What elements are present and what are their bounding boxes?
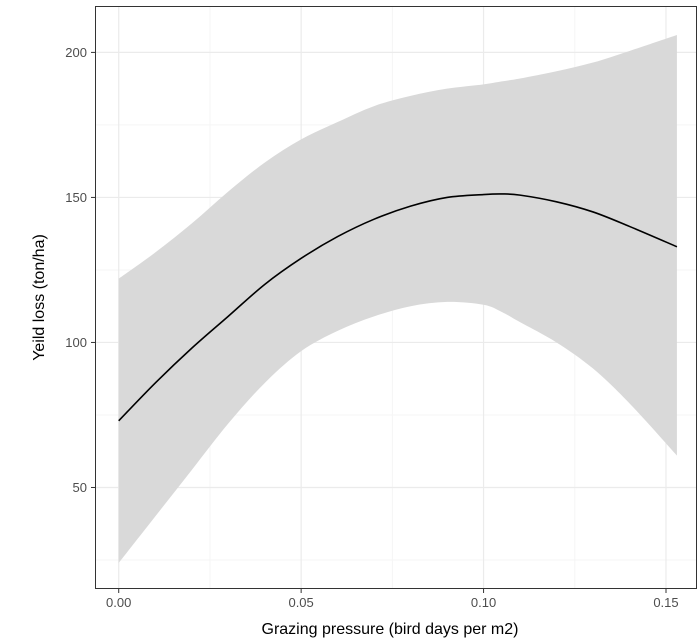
x-axis-title: Grazing pressure (bird days per m2) bbox=[262, 621, 519, 638]
y-tick-label: 150 bbox=[65, 190, 87, 205]
confidence-band bbox=[118, 35, 677, 563]
x-tick-label: 0.10 bbox=[471, 595, 496, 610]
y-tick-label: 100 bbox=[65, 335, 87, 350]
y-axis-title: Yeild loss (ton/ha) bbox=[31, 234, 48, 361]
y-axis-ticks: 50 100 150 200 bbox=[65, 45, 95, 495]
fit-line-layer bbox=[118, 193, 678, 422]
y-tick-label: 50 bbox=[73, 480, 87, 495]
x-axis-ticks: 0.00 0.05 0.10 0.15 bbox=[106, 589, 679, 610]
y-tick-label: 200 bbox=[65, 45, 87, 60]
x-tick-label: 0.15 bbox=[653, 595, 678, 610]
confidence-band-layer bbox=[118, 35, 677, 563]
x-tick-label: 0.05 bbox=[288, 595, 313, 610]
fit-line bbox=[118, 193, 678, 422]
x-tick-label: 0.00 bbox=[106, 595, 131, 610]
